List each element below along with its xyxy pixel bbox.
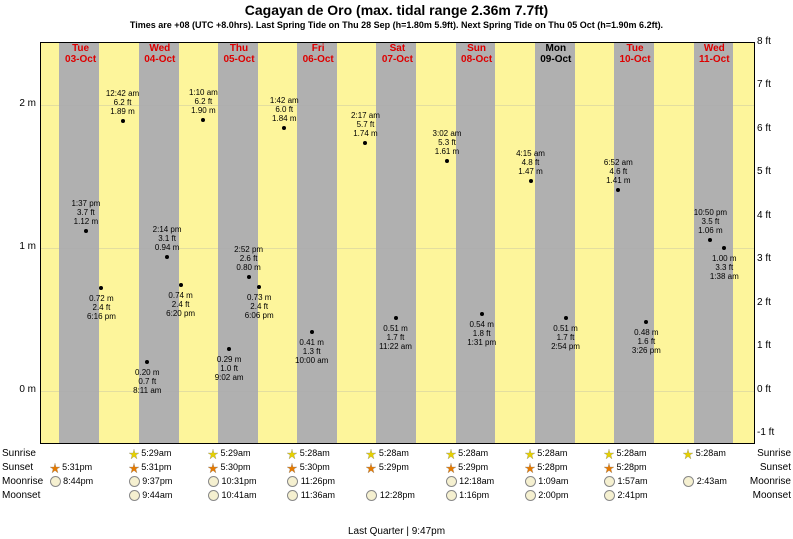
extreme-label: 0.51 m1.7 ft2:54 pm <box>551 324 580 351</box>
extreme-label: 1:37 pm3.7 ft1.12 m <box>71 199 100 226</box>
sunrise-time: 5:28am <box>446 448 516 459</box>
row-label-left: Moonrise <box>2 476 43 487</box>
extreme-point <box>282 126 286 130</box>
extreme-point <box>145 360 149 364</box>
date-label: Wed11-Oct <box>684 43 744 65</box>
extreme-point <box>644 320 648 324</box>
row-label-left: Moonset <box>2 490 40 501</box>
row-label-right: Sunrise <box>757 448 791 459</box>
extreme-label: 1:10 am6.2 ft1.90 m <box>189 88 218 115</box>
moonrise-time: 1:09am <box>525 476 595 487</box>
extreme-point <box>564 316 568 320</box>
extreme-label: 0.54 m1.8 ft1:31 pm <box>467 320 496 347</box>
row-label-left: Sunrise <box>2 448 36 459</box>
row-label-right: Sunset <box>760 462 791 473</box>
date-label: Tue10-Oct <box>605 43 665 65</box>
extreme-point <box>227 347 231 351</box>
sunset-time: 5:28pm <box>604 462 674 473</box>
extreme-point <box>616 188 620 192</box>
extreme-label: 1.00 m3.3 ft1:38 am <box>710 254 739 281</box>
extreme-point <box>121 119 125 123</box>
extreme-point <box>363 141 367 145</box>
extreme-label: 2:17 am5.7 ft1.74 m <box>351 111 380 138</box>
date-label: Sun08-Oct <box>447 43 507 65</box>
extreme-point <box>480 312 484 316</box>
extreme-point <box>529 179 533 183</box>
sunset-time: 5:30pm <box>287 462 357 473</box>
extreme-point <box>394 316 398 320</box>
sunset-time: 5:30pm <box>208 462 278 473</box>
extreme-label: 0.41 m1.3 ft10:00 am <box>295 338 328 365</box>
extreme-point <box>708 238 712 242</box>
last-quarter-label: Last Quarter | 9:47pm <box>0 526 793 537</box>
row-label-left: Sunset <box>2 462 33 473</box>
extreme-label: 10:50 pm3.5 ft1.06 m <box>694 208 727 235</box>
moonrise-time: 2:43am <box>683 476 753 487</box>
moonrise-time: 8:44pm <box>50 476 120 487</box>
extreme-label: 2:14 pm3.1 ft0.94 m <box>153 225 182 252</box>
extreme-point <box>84 229 88 233</box>
chart-title: Cagayan de Oro (max. tidal range 2.36m 7… <box>0 2 793 18</box>
plot-area: Tue03-Oct Wed04-Oct Thu05-Oct Fri06-Oct Sat0… <box>40 42 755 444</box>
sunset-time: 5:29pm <box>446 462 516 473</box>
moonset-time: 12:28pm <box>366 490 436 501</box>
extreme-point <box>165 255 169 259</box>
extreme-label: 2:52 pm2.6 ft0.80 m <box>234 245 263 272</box>
date-label: Tue03-Oct <box>51 43 111 65</box>
moonrise-time: 11:26pm <box>287 476 357 487</box>
moonrise-time: 10:31pm <box>208 476 278 487</box>
extreme-label: 0.73 m2.4 ft6:06 pm <box>245 293 274 320</box>
moonset-time: 2:41pm <box>604 490 674 501</box>
date-label: Sat07-Oct <box>367 43 427 65</box>
extreme-label: 0.51 m1.7 ft11:22 am <box>379 324 412 351</box>
extreme-label: 3:02 am5.3 ft1.61 m <box>433 129 462 156</box>
extreme-label: 0.72 m2.4 ft6:16 pm <box>87 294 116 321</box>
extreme-point <box>179 283 183 287</box>
sunset-time: 5:29pm <box>366 462 436 473</box>
sunrise-time: 5:28am <box>287 448 357 459</box>
extreme-label: 0.74 m2.4 ft6:20 pm <box>166 291 195 318</box>
moonset-time: 2:00pm <box>525 490 595 501</box>
sunrise-time: 5:28am <box>604 448 674 459</box>
moonset-time: 11:36am <box>287 490 357 501</box>
extreme-point <box>445 159 449 163</box>
chart-subtitle: Times are +08 (UTC +8.0hrs). Last Spring… <box>0 20 793 30</box>
sunrise-time: 5:28am <box>366 448 436 459</box>
moonset-time: 1:16pm <box>446 490 516 501</box>
sunrise-time: 5:28am <box>525 448 595 459</box>
sunset-time: 5:28pm <box>525 462 595 473</box>
y-axis-left: 0 m1 m2 m <box>0 42 40 442</box>
sunrise-time: 5:28am <box>683 448 753 459</box>
extreme-point <box>201 118 205 122</box>
date-label: Wed04-Oct <box>130 43 190 65</box>
date-label: Thu05-Oct <box>209 43 269 65</box>
moonrise-time: 9:37pm <box>129 476 199 487</box>
sunrise-time: 5:29am <box>208 448 278 459</box>
moonset-time: 10:41am <box>208 490 278 501</box>
extreme-point <box>310 330 314 334</box>
extreme-label: 6:52 am4.6 ft1.41 m <box>604 158 633 185</box>
date-label: Fri06-Oct <box>288 43 348 65</box>
extreme-label: 0.29 m1.0 ft9:02 am <box>215 355 244 382</box>
extreme-label: 0.20 m0.7 ft8:11 am <box>133 368 161 395</box>
y-axis-right: -1 ft0 ft1 ft2 ft3 ft4 ft5 ft6 ft7 ft8 f… <box>753 42 793 442</box>
tide-chart: Cagayan de Oro (max. tidal range 2.36m 7… <box>0 0 793 539</box>
moonset-time: 9:44am <box>129 490 199 501</box>
sunset-time: 5:31pm <box>50 462 120 473</box>
extreme-label: 4:15 am4.8 ft1.47 m <box>516 149 545 176</box>
date-label: Mon09-Oct <box>526 43 586 65</box>
row-label-right: Moonset <box>753 490 791 501</box>
sunrise-time: 5:29am <box>129 448 199 459</box>
extreme-point <box>99 286 103 290</box>
row-label-right: Moonrise <box>750 476 791 487</box>
extreme-label: 0.48 m1.6 ft3:26 pm <box>632 328 661 355</box>
extreme-point <box>257 285 261 289</box>
extreme-point <box>722 246 726 250</box>
moonrise-time: 1:57am <box>604 476 674 487</box>
sunset-time: 5:31pm <box>129 462 199 473</box>
extreme-label: 1:42 am6.0 ft1.84 m <box>270 96 299 123</box>
extreme-point <box>247 275 251 279</box>
moonrise-time: 12:18am <box>446 476 516 487</box>
extreme-label: 12:42 am6.2 ft1.89 m <box>106 89 139 116</box>
